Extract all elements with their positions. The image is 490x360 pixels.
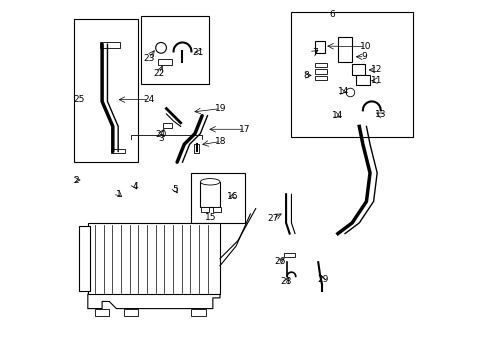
Text: 13: 13	[375, 111, 387, 120]
Text: 10: 10	[360, 42, 371, 51]
Text: 8: 8	[304, 71, 309, 80]
Bar	[192, 173, 245, 223]
Text: 2: 2	[74, 176, 79, 185]
Bar	[74, 19, 138, 162]
Text: 5: 5	[172, 185, 178, 194]
Circle shape	[346, 88, 355, 97]
Bar	[88, 223, 220, 294]
Bar	[352, 64, 365, 75]
Text: 26: 26	[274, 257, 285, 266]
Text: 16: 16	[227, 192, 238, 201]
Text: 14: 14	[338, 87, 349, 96]
Text: 11: 11	[371, 76, 382, 85]
Bar	[111, 149, 125, 153]
Bar	[284, 252, 295, 257]
Text: 23: 23	[143, 54, 154, 63]
Text: 28: 28	[281, 277, 292, 286]
Text: 20: 20	[155, 130, 167, 139]
Bar	[338, 37, 352, 62]
Bar	[79, 226, 90, 291]
Bar	[315, 63, 327, 67]
Text: 7: 7	[313, 48, 318, 57]
Bar	[158, 59, 172, 64]
Ellipse shape	[200, 179, 220, 185]
Text: 9: 9	[362, 52, 368, 61]
Text: 24: 24	[143, 95, 154, 104]
Text: 14: 14	[331, 111, 343, 120]
Bar	[194, 144, 199, 153]
Bar	[315, 69, 327, 73]
Text: 17: 17	[239, 125, 251, 134]
Bar	[95, 309, 109, 316]
Text: 22: 22	[154, 69, 165, 78]
Bar	[356, 75, 370, 85]
Bar	[315, 76, 327, 80]
Bar	[163, 123, 172, 128]
Bar	[192, 309, 206, 316]
Text: 29: 29	[317, 275, 329, 284]
Text: 15: 15	[205, 213, 217, 222]
Text: 4: 4	[132, 182, 138, 191]
Text: 19: 19	[215, 104, 226, 113]
Text: 18: 18	[215, 137, 226, 146]
Bar	[201, 207, 209, 212]
Bar	[142, 16, 209, 84]
Text: 25: 25	[73, 95, 85, 104]
Bar	[200, 182, 220, 207]
Bar	[100, 42, 120, 48]
Bar	[123, 309, 138, 316]
Text: 12: 12	[371, 66, 382, 75]
Text: 1: 1	[117, 190, 122, 199]
Bar	[292, 12, 413, 137]
Text: 3: 3	[158, 134, 164, 143]
Bar	[315, 41, 325, 53]
Text: 21: 21	[192, 48, 203, 57]
Bar	[213, 207, 220, 212]
Text: 27: 27	[267, 214, 278, 223]
Text: 6: 6	[330, 10, 335, 19]
Circle shape	[156, 42, 167, 53]
